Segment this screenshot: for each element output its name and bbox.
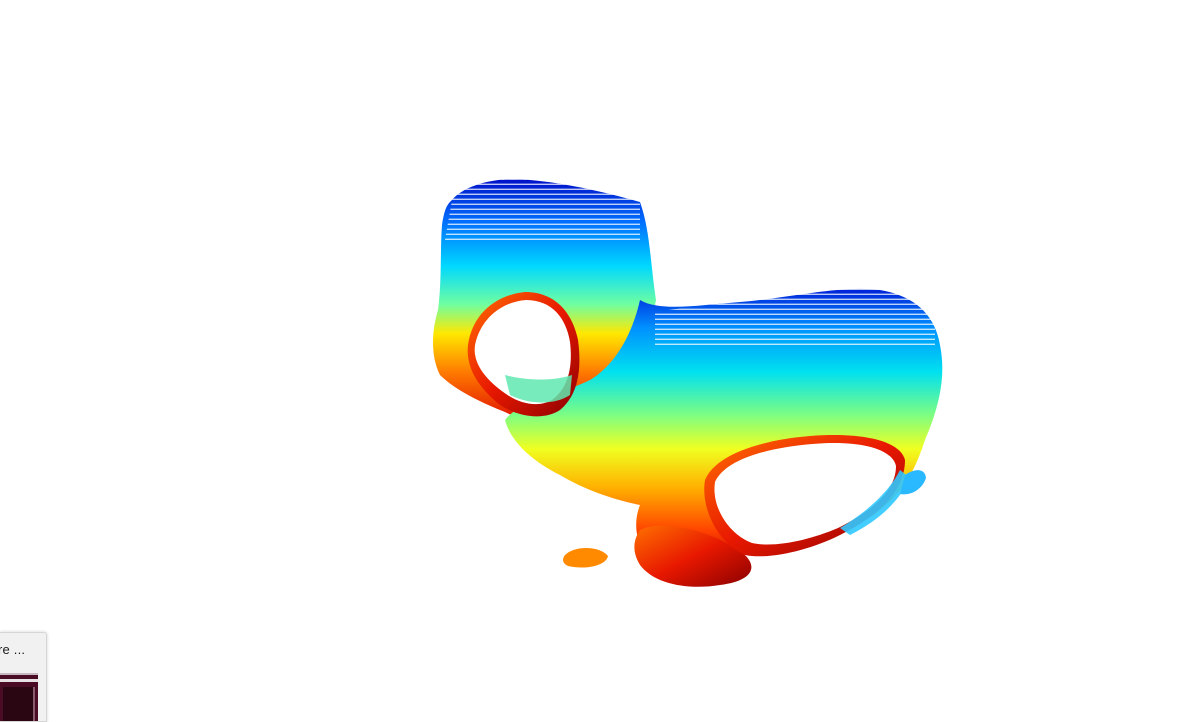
preview-pane: [3, 687, 35, 721]
thumbnail-label: re ...: [0, 642, 26, 657]
model-fragment: [563, 547, 608, 568]
window-preview-icon[interactable]: [0, 673, 38, 721]
preview-titlebar: [0, 679, 38, 682]
front-hole: [474, 300, 571, 405]
rear-hole: [714, 442, 896, 545]
model-tip: [900, 470, 926, 495]
model-base: [634, 525, 752, 587]
taskbar-window-thumbnail[interactable]: re ...: [0, 632, 47, 722]
